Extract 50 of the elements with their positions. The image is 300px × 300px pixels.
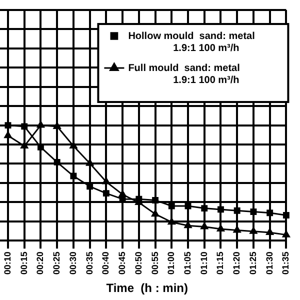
point: [282, 212, 290, 218]
x-tick-label: 01:05: [182, 252, 192, 275]
x-tick-label: 00:50: [133, 252, 144, 275]
x-tick-label: 01:15: [215, 252, 226, 275]
point: [21, 123, 28, 130]
point: [102, 178, 110, 184]
x-tick-label: 00:45: [117, 252, 128, 275]
point: [54, 158, 60, 166]
point: [152, 197, 159, 204]
point: [266, 228, 274, 236]
x-tick-label: 01:25: [248, 252, 258, 275]
point: [250, 208, 257, 215]
x-tick-label: 00:10: [2, 252, 12, 275]
x-tick-label: 00:15: [18, 252, 29, 275]
point: [233, 226, 241, 233]
x-tick-label: 01:20: [232, 252, 242, 275]
point: [184, 202, 192, 210]
point: [200, 222, 208, 230]
x-tick-label: 00:20: [35, 252, 46, 275]
point: [53, 122, 61, 129]
x-tick-label: 00:30: [68, 252, 78, 275]
point: [201, 205, 208, 212]
point: [20, 142, 28, 149]
x-tick-label: 00:40: [100, 252, 111, 275]
point: [218, 206, 224, 213]
x-tick-label: 01:35: [280, 252, 291, 275]
x-tick-label: 01:10: [198, 252, 209, 275]
x-tick-label: 00:55: [150, 252, 160, 275]
point: [86, 183, 94, 190]
x-tick-label: 00:25: [52, 252, 62, 275]
point: [86, 159, 94, 166]
point: [152, 210, 160, 217]
point: [266, 210, 274, 216]
point: [70, 142, 78, 149]
point: [4, 122, 12, 129]
x-tick-label: 01:30: [264, 252, 274, 275]
point: [168, 218, 176, 225]
point: [36, 121, 45, 128]
point: [282, 230, 290, 238]
x-axis-title: Time (h : min): [106, 281, 188, 296]
legend-label: Full mould sand: metal 1.9:1 100 m³/h: [128, 62, 240, 86]
point: [216, 224, 225, 232]
point: [168, 202, 175, 210]
legend-label: Hollow mould sand: metal 1.9:1 100 m³/h: [128, 30, 256, 54]
point: [102, 190, 110, 197]
point: [70, 172, 77, 180]
point: [250, 227, 258, 234]
x-tick-label: 00:35: [84, 252, 94, 275]
point: [234, 207, 240, 214]
x-tick-label: 01:00: [166, 252, 176, 275]
